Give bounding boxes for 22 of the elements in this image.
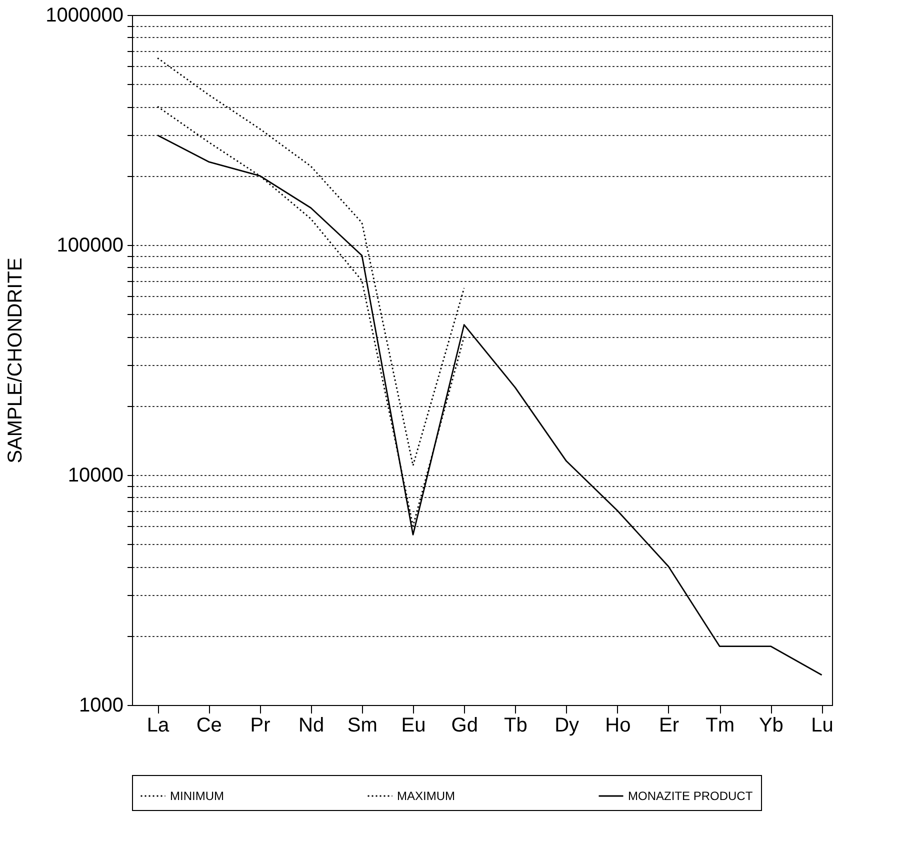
y-tick-label: 100000 [56,234,124,256]
y-tick-label: 10000 [68,464,124,486]
x-tick-label: Lu [811,714,834,736]
y-axis-title: SAMPLE/CHONDRITE [4,258,27,464]
x-tick-label: Yb [758,714,784,736]
x-tick-label: La [146,714,170,736]
y-tick-label: 1000 [79,694,124,716]
x-tick-label: Nd [298,714,324,736]
x-tick-label: Tb [504,714,528,736]
x-tick-label: Ho [605,714,631,736]
x-tick-label: Dy [554,714,580,736]
y-tick-label: 1000000 [46,4,124,26]
x-tick-label: Er [658,714,680,736]
legend-label: MINIMUM [170,789,224,803]
x-tick-label: Eu [401,714,426,736]
x-tick-label: Pr [250,714,271,736]
x-tick-label: Gd [451,714,478,736]
x-tick-label: Sm [347,714,378,736]
legend-label: MAXIMUM [397,789,455,803]
x-tick-label: Ce [196,714,222,736]
x-tick-label: Tm [706,714,735,736]
legend-label: MONAZITE PRODUCT [628,789,754,803]
